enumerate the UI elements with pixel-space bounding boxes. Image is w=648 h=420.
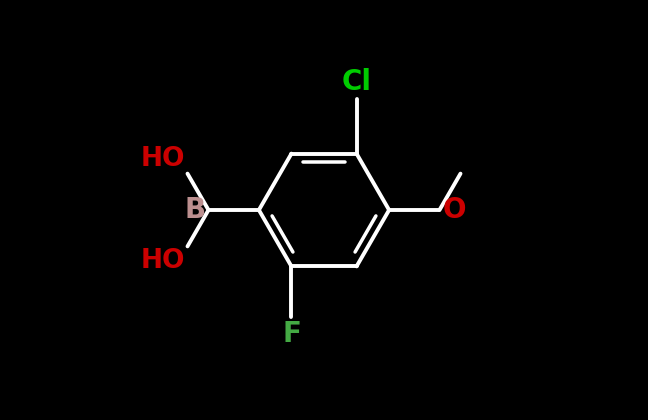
Text: B: B (184, 196, 205, 224)
Text: O: O (443, 196, 467, 224)
Text: F: F (282, 320, 301, 348)
Text: HO: HO (141, 145, 185, 171)
Text: Cl: Cl (341, 68, 371, 96)
Text: HO: HO (141, 249, 185, 275)
